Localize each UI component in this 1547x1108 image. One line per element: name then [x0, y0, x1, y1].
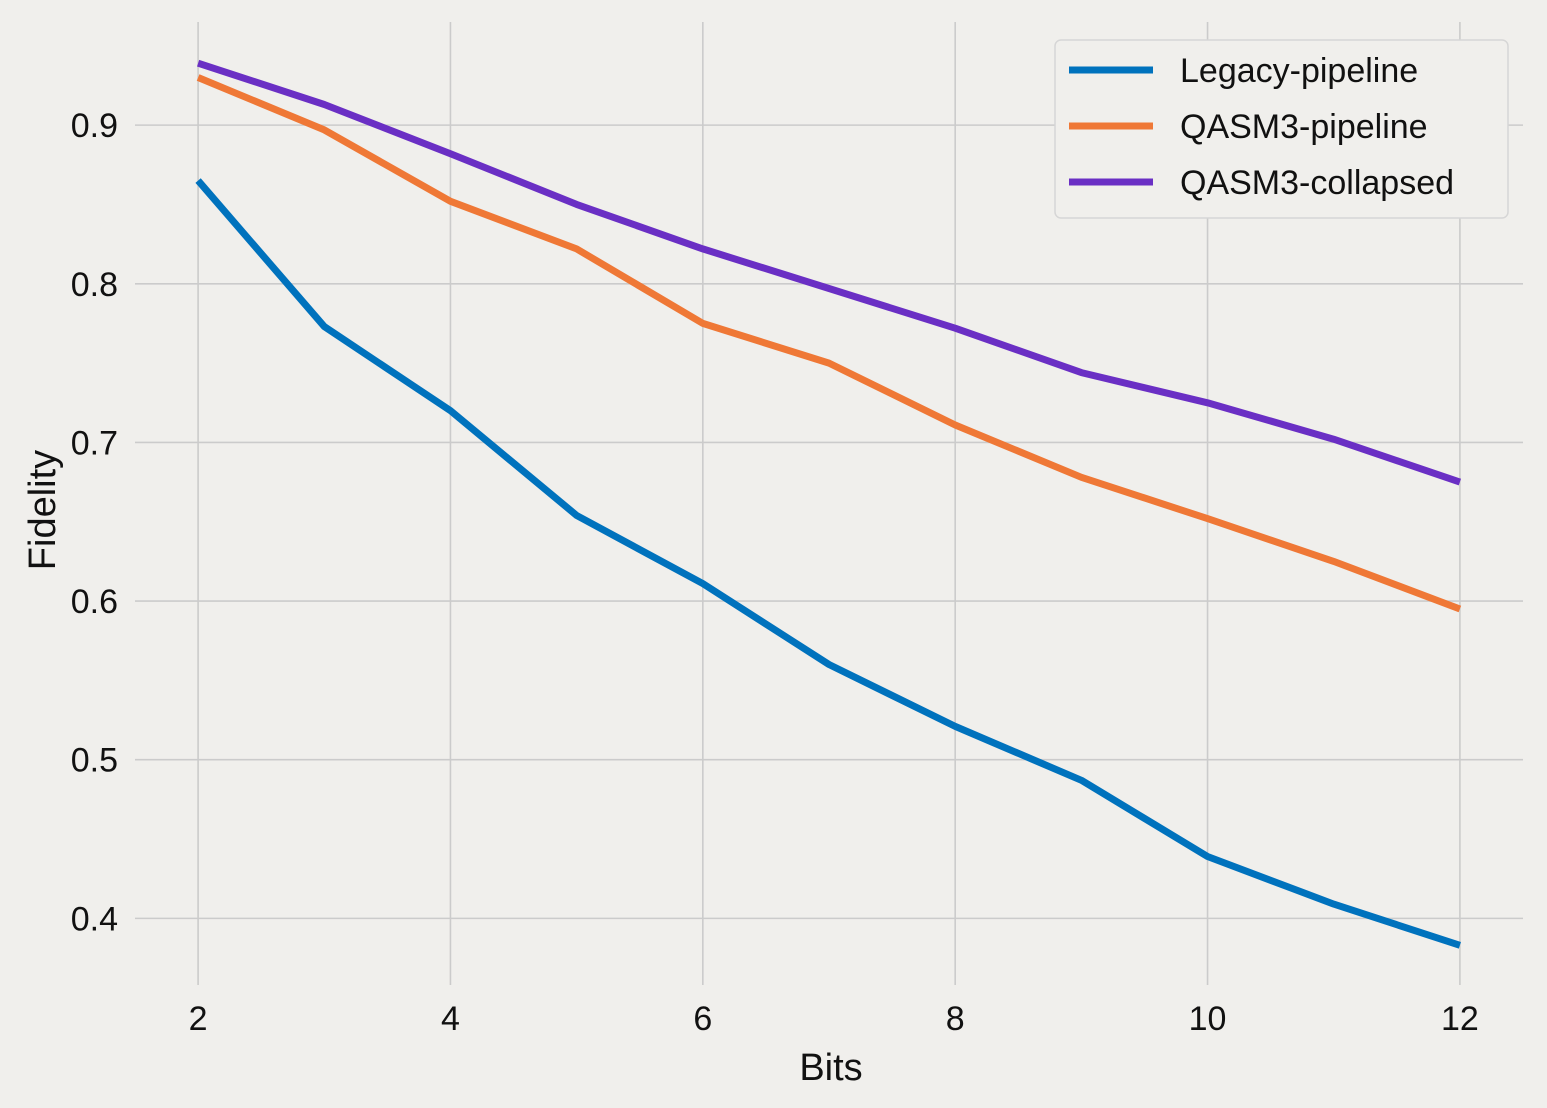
- y-tick-label: 0.7: [71, 424, 118, 462]
- x-tick-label: 12: [1441, 1000, 1479, 1038]
- y-tick-label: 0.8: [71, 266, 118, 304]
- series-line-qasm3-collapsed: [197, 59, 1462, 486]
- y-tick-label: 0.9: [71, 107, 118, 145]
- legend-label: Legacy-pipeline: [1180, 52, 1418, 90]
- legend-frame: [1054, 39, 1509, 219]
- x-tick-label: 10: [1189, 1000, 1227, 1038]
- series-lines: [195, 59, 1462, 949]
- y-axis-label: Fidelity: [22, 450, 64, 570]
- y-tick-label: 0.5: [71, 742, 118, 780]
- x-tick-label: 4: [441, 1000, 460, 1038]
- legend-label: QASM3-collapsed: [1180, 164, 1454, 202]
- y-tick-label: 0.6: [71, 583, 118, 621]
- series-line-qasm3-pipeline: [196, 74, 1462, 613]
- legend-label: QASM3-pipeline: [1180, 108, 1428, 146]
- x-tick-label: 8: [946, 1000, 965, 1038]
- x-tick-label: 6: [693, 1000, 712, 1038]
- tick-labels: 2 4 6 8 10 12 0.4 0.5 0.6 0.7 0.8 0.9: [71, 107, 1479, 1038]
- y-tick-label: 0.4: [71, 900, 118, 938]
- x-axis-label: Bits: [799, 1047, 862, 1089]
- x-tick-label: 2: [189, 1000, 208, 1038]
- legend: Legacy-pipeline QASM3-pipeline QASM3-colla…: [1054, 39, 1509, 219]
- series-line-legacy-pipeline: [195, 178, 1461, 949]
